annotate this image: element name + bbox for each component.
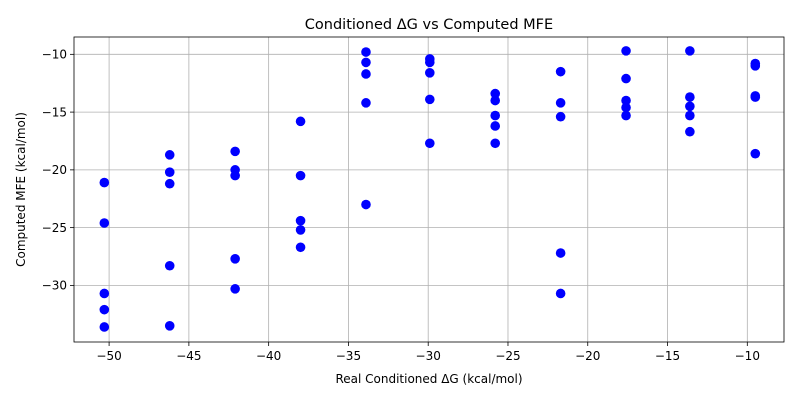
data-point [621, 110, 631, 121]
data-point [164, 178, 175, 189]
data-point [685, 101, 695, 112]
y-tick-label: −30 [42, 279, 67, 293]
data-point [230, 170, 240, 181]
data-point [750, 61, 761, 71]
data-point [621, 102, 631, 113]
data-point [295, 242, 306, 253]
data-point [361, 47, 371, 57]
data-point [99, 218, 110, 228]
data-point [621, 46, 631, 56]
x-tick-label: −30 [416, 349, 441, 363]
y-axis-label: Computed MFE (kcal/mol) [14, 112, 28, 267]
data-point [424, 68, 435, 78]
x-tick-label: −25 [495, 349, 520, 363]
plot-frame [73, 36, 785, 343]
y-tick-label: −10 [42, 48, 67, 62]
data-point [555, 111, 566, 122]
data-point [555, 248, 566, 258]
data-point [685, 92, 695, 102]
data-point [490, 138, 501, 149]
data-point [99, 304, 110, 315]
data-point [750, 148, 761, 159]
data-point [164, 167, 175, 177]
data-point [555, 288, 566, 299]
data-point [230, 254, 240, 264]
data-point [164, 260, 175, 271]
data-point [685, 46, 695, 56]
x-axis-label: Real Conditioned ΔG (kcal/mol) [335, 372, 522, 386]
data-point [230, 146, 240, 157]
x-tick-label: −10 [735, 349, 760, 363]
data-point [621, 95, 631, 106]
data-point [295, 170, 306, 181]
data-points [99, 46, 761, 332]
data-point [490, 110, 501, 121]
data-point [230, 284, 240, 294]
y-tick-label: −20 [42, 163, 67, 177]
data-point [490, 88, 501, 99]
y-axis-ticks: −30 −25 −20 −15 −10 [42, 48, 74, 293]
data-point [361, 199, 371, 210]
x-tick-label: −40 [256, 349, 281, 363]
data-point [295, 215, 306, 226]
x-axis-ticks: −50 −45 −40 −35 −30 −25 −20 −15 −10 [96, 342, 760, 363]
data-point [490, 121, 501, 131]
y-tick-label: −15 [42, 105, 67, 119]
x-tick-label: −50 [96, 349, 121, 363]
data-point [685, 110, 695, 121]
data-point [361, 57, 371, 68]
data-point [555, 66, 566, 77]
data-point [99, 322, 110, 332]
data-point [99, 177, 110, 188]
chart-title: Conditioned ΔG vs Computed MFE [305, 17, 553, 33]
data-point [555, 98, 566, 108]
y-tick-label: −25 [42, 221, 67, 235]
data-point [295, 116, 306, 127]
data-point [164, 321, 175, 331]
x-tick-label: −45 [176, 349, 201, 363]
x-tick-label: −35 [336, 349, 361, 363]
data-point [361, 98, 371, 108]
data-point [361, 69, 371, 79]
data-point [490, 95, 501, 106]
data-point [295, 225, 306, 235]
x-tick-label: −15 [655, 349, 680, 363]
data-point [750, 92, 761, 102]
data-point [424, 94, 435, 105]
data-point [164, 150, 175, 160]
data-point [621, 73, 631, 84]
data-point [424, 138, 435, 149]
data-point [685, 126, 695, 137]
data-point [99, 288, 110, 299]
data-point [424, 57, 435, 68]
x-tick-label: −20 [575, 349, 600, 363]
